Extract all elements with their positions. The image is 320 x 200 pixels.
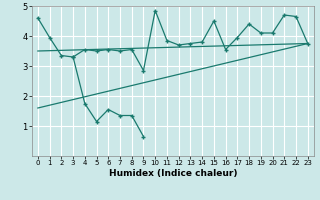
X-axis label: Humidex (Indice chaleur): Humidex (Indice chaleur): [108, 169, 237, 178]
